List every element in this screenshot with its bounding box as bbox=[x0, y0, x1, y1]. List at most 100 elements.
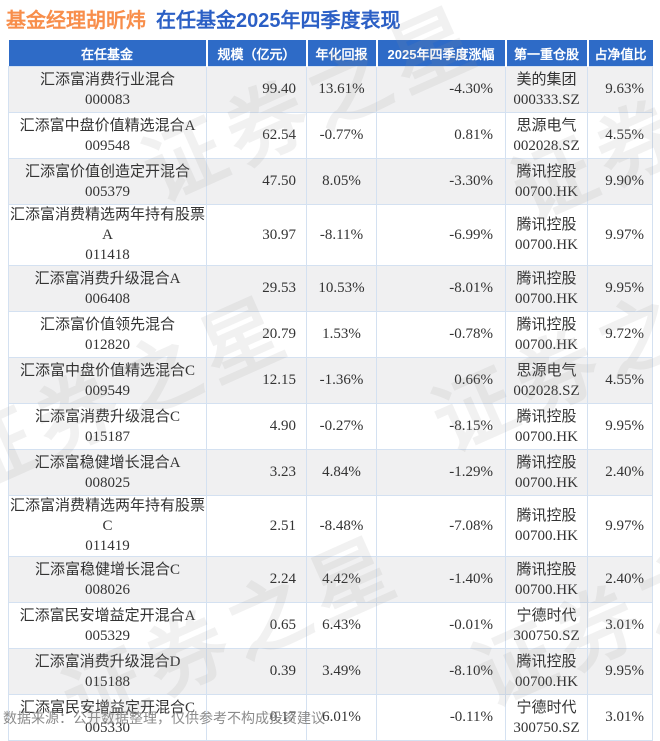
q4-change-value: -6.99% bbox=[376, 204, 506, 266]
fund-code: 006408 bbox=[85, 290, 130, 307]
weight-value: 9.72% bbox=[587, 311, 653, 358]
weight-value: 2.40% bbox=[587, 556, 653, 603]
weight-value: 9.97% bbox=[587, 495, 653, 557]
q4-change-value: -1.29% bbox=[376, 449, 506, 496]
scale-value: 0.39 bbox=[206, 648, 307, 695]
top-holding-code: 00700.HK bbox=[515, 237, 578, 253]
scale-value: 2.24 bbox=[206, 556, 307, 603]
annual-return-value: -0.27% bbox=[306, 403, 377, 450]
fund-name: 汇添富消费升级混合A bbox=[34, 270, 181, 287]
scale-value: 2.51 bbox=[206, 495, 307, 557]
table-row: 汇添富消费升级混合D 015188 0.39 3.49% -8.10% 腾讯控股… bbox=[8, 648, 653, 695]
top-holding-name: 腾讯控股 bbox=[516, 454, 577, 471]
annual-return-value: 4.42% bbox=[306, 556, 377, 603]
fund-name: 汇添富消费精选两年持有股票C bbox=[9, 498, 205, 534]
table-row: 汇添富中盘价值精选混合A 009548 62.54 -0.77% 0.81% 思… bbox=[8, 112, 653, 159]
top-holding-name: 腾讯控股 bbox=[516, 270, 577, 287]
fund-code: 005329 bbox=[85, 627, 130, 644]
annual-return-value: 4.84% bbox=[306, 449, 377, 496]
fund-code: 015187 bbox=[85, 428, 130, 445]
top-holding-name: 宁德时代 bbox=[516, 699, 577, 716]
q4-change-value: 0.66% bbox=[376, 357, 506, 404]
fund-name: 汇添富价值领先混合 bbox=[39, 316, 175, 333]
weight-value: 4.55% bbox=[587, 112, 653, 159]
weight-value: 9.95% bbox=[587, 648, 653, 695]
top-holding-code: 00700.HK bbox=[515, 183, 578, 200]
annual-return-value: 10.53% bbox=[306, 265, 377, 312]
top-holding-name: 宁德时代 bbox=[516, 607, 577, 624]
q4-change-value: -1.40% bbox=[376, 556, 506, 603]
fund-name: 汇添富稳健增长混合A bbox=[34, 454, 181, 471]
q4-change-value: -0.78% bbox=[376, 311, 506, 358]
table-row: 汇添富消费精选两年持有股票C 011419 2.51 -8.48% -7.08%… bbox=[8, 495, 653, 557]
col-header-q4-change: 2025年四季度涨幅 bbox=[375, 40, 506, 67]
top-holding-code: 00700.HK bbox=[515, 673, 578, 690]
q4-change-value: -3.30% bbox=[376, 158, 506, 205]
table-row: 汇添富消费行业混合 000083 99.40 13.61% -4.30% 美的集… bbox=[8, 66, 653, 113]
table-row: 汇添富消费升级混合C 015187 4.90 -0.27% -8.15% 腾讯控… bbox=[8, 403, 653, 450]
fund-name: 汇添富民安增益定开混合C bbox=[19, 699, 195, 716]
fund-table-body: 汇添富消费行业混合 000083 99.40 13.61% -4.30% 美的集… bbox=[8, 66, 653, 741]
weight-value: 9.63% bbox=[587, 66, 653, 113]
weight-value: 3.01% bbox=[587, 694, 653, 741]
top-holding-code: 300750.SZ bbox=[513, 719, 580, 736]
scale-value: 12.15 bbox=[206, 357, 307, 404]
fund-code: 009548 bbox=[85, 137, 130, 154]
top-holding-name: 腾讯控股 bbox=[516, 408, 577, 425]
table-row: 汇添富稳健增长混合C 008026 2.24 4.42% -1.40% 腾讯控股… bbox=[8, 556, 653, 603]
weight-value: 9.97% bbox=[587, 204, 653, 266]
top-holding-code: 000333.SZ bbox=[513, 91, 580, 108]
table-row: 汇添富稳健增长混合A 008025 3.23 4.84% -1.29% 腾讯控股… bbox=[8, 449, 653, 496]
weight-value: 4.55% bbox=[587, 357, 653, 404]
top-holding-code: 00700.HK bbox=[515, 528, 578, 544]
col-header-annual-return: 年化回报 bbox=[305, 40, 377, 67]
top-holding-name: 思源电气 bbox=[516, 117, 577, 134]
top-holding-name: 思源电气 bbox=[516, 362, 577, 379]
top-holding-code: 00700.HK bbox=[515, 581, 578, 598]
annual-return-value: 1.53% bbox=[306, 311, 377, 358]
fund-performance-table: 在任基金 规模（亿元） 年化回报 2025年四季度涨幅 第一重仓股 占净值比 汇… bbox=[8, 40, 653, 741]
q4-change-value: -7.08% bbox=[376, 495, 506, 557]
weight-value: 2.40% bbox=[587, 449, 653, 496]
top-holding-code: 00700.HK bbox=[515, 474, 578, 491]
fund-name: 汇添富消费升级混合C bbox=[34, 408, 180, 425]
annual-return-value: -0.77% bbox=[306, 112, 377, 159]
fund-name: 汇添富民安增益定开混合A bbox=[19, 607, 196, 624]
fund-name: 汇添富稳健增长混合C bbox=[34, 561, 180, 578]
col-header-weight: 占净值比 bbox=[586, 40, 653, 67]
fund-code: 012820 bbox=[85, 336, 130, 353]
fund-name: 汇添富中盘价值精选混合A bbox=[19, 117, 196, 134]
top-holding-name: 腾讯控股 bbox=[516, 217, 577, 233]
fund-code: 015188 bbox=[85, 673, 130, 690]
q4-change-value: -0.11% bbox=[376, 694, 506, 741]
scale-value: 0.65 bbox=[206, 602, 307, 649]
title-report-period: 在任基金2025年四季度表现 bbox=[156, 10, 401, 32]
top-holding-code: 300750.SZ bbox=[513, 627, 580, 644]
fund-name: 汇添富消费精选两年持有股票A bbox=[9, 207, 205, 243]
top-holding-name: 腾讯控股 bbox=[516, 508, 577, 524]
fund-name: 汇添富中盘价值精选混合C bbox=[19, 362, 195, 379]
q4-change-value: -0.01% bbox=[376, 602, 506, 649]
top-holding-name: 腾讯控股 bbox=[516, 316, 577, 333]
table-row: 汇添富价值创造定开混合 005379 47.50 8.05% -3.30% 腾讯… bbox=[8, 158, 653, 205]
top-holding-code: 00700.HK bbox=[515, 336, 578, 353]
annual-return-value: 6.43% bbox=[306, 602, 377, 649]
title-fund-manager: 基金经理胡昕炜 bbox=[6, 10, 146, 32]
col-header-top-holding: 第一重仓股 bbox=[504, 40, 588, 67]
fund-code: 005379 bbox=[85, 183, 130, 200]
annual-return-value: 3.49% bbox=[306, 648, 377, 695]
fund-code: 000083 bbox=[85, 91, 130, 108]
top-holding-name: 腾讯控股 bbox=[516, 561, 577, 578]
annual-return-value: -1.36% bbox=[306, 357, 377, 404]
top-holding-name: 美的集团 bbox=[516, 71, 577, 88]
scale-value: 62.54 bbox=[206, 112, 307, 159]
table-row: 汇添富消费升级混合A 006408 29.53 10.53% -8.01% 腾讯… bbox=[8, 265, 653, 312]
table-header-row: 在任基金 规模（亿元） 年化回报 2025年四季度涨幅 第一重仓股 占净值比 bbox=[8, 40, 653, 67]
weight-value: 9.95% bbox=[587, 265, 653, 312]
q4-change-value: -4.30% bbox=[376, 66, 506, 113]
top-holding-code: 00700.HK bbox=[515, 428, 578, 445]
weight-value: 9.95% bbox=[587, 403, 653, 450]
fund-name: 汇添富价值创造定开混合 bbox=[24, 163, 190, 180]
scale-value: 20.79 bbox=[206, 311, 307, 358]
table-row: 汇添富中盘价值精选混合C 009549 12.15 -1.36% 0.66% 思… bbox=[8, 357, 653, 404]
